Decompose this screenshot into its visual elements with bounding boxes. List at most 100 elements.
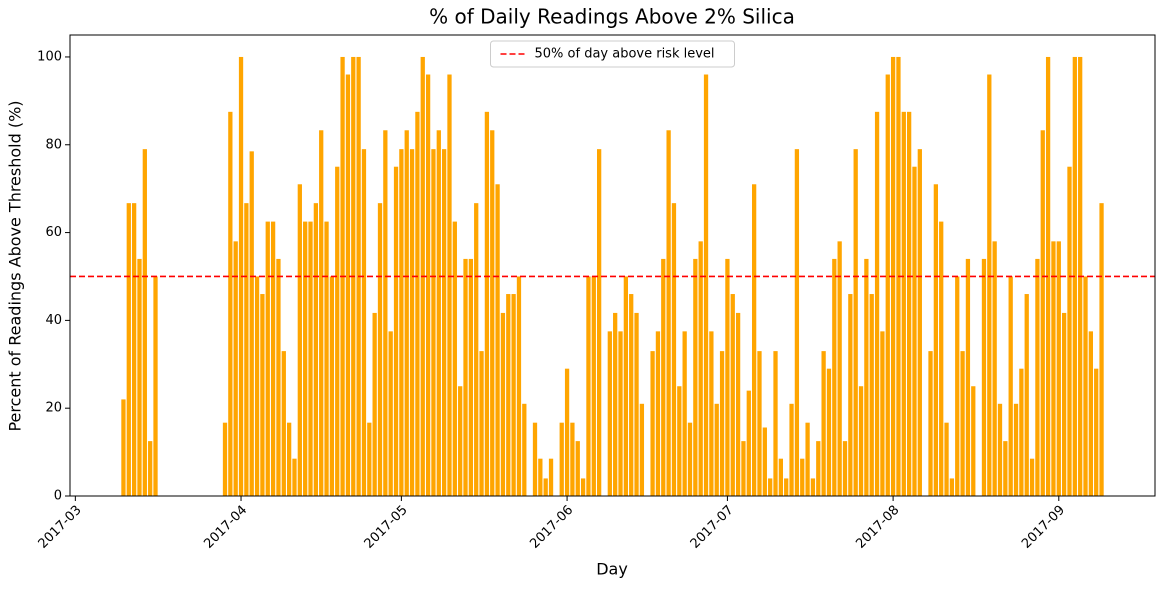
bar	[928, 351, 933, 496]
bar	[538, 458, 543, 496]
bar	[650, 351, 655, 496]
bar	[474, 203, 479, 496]
bar	[762, 427, 767, 496]
bar	[613, 312, 618, 496]
y-tick-label: 40	[45, 313, 62, 328]
bar	[303, 221, 308, 496]
bar	[618, 331, 623, 496]
bar	[425, 74, 431, 496]
bar	[848, 294, 853, 496]
y-tick-label: 100	[37, 49, 62, 64]
bar	[837, 241, 842, 496]
bar	[281, 351, 286, 496]
bar	[778, 458, 783, 496]
bar	[682, 331, 687, 496]
bar	[335, 166, 340, 496]
bar	[944, 422, 949, 496]
bar	[292, 458, 297, 496]
bar	[805, 422, 810, 496]
bar	[543, 478, 548, 496]
bar	[821, 351, 826, 496]
bar	[960, 351, 965, 496]
bar	[1051, 241, 1056, 496]
bar	[1088, 331, 1093, 496]
bar	[249, 151, 254, 496]
bar	[393, 166, 399, 496]
bar	[367, 422, 372, 496]
bar	[1067, 166, 1072, 496]
bar	[404, 130, 409, 497]
bar	[586, 276, 591, 496]
x-tick-label: 2017-04	[201, 503, 250, 552]
x-tick-label: 2017-05	[362, 503, 411, 552]
bar	[687, 422, 693, 496]
bar	[1013, 403, 1019, 496]
bar	[992, 241, 997, 496]
bar	[1029, 458, 1035, 496]
bar	[260, 294, 265, 496]
bar	[661, 258, 666, 496]
y-tick-label: 80	[45, 137, 62, 152]
bar	[308, 221, 313, 496]
x-tick-label: 2017-06	[527, 503, 576, 552]
bar	[570, 422, 575, 496]
bar	[757, 351, 762, 496]
bar	[329, 276, 335, 496]
bar	[1056, 241, 1061, 496]
bar	[955, 276, 960, 496]
bar	[746, 390, 751, 496]
bar	[752, 184, 757, 496]
legend-label: 50% of day above risk level	[535, 47, 715, 62]
chart-title: % of Daily Readings Above 2% Silica	[429, 5, 795, 29]
x-tick-label: 2017-09	[1019, 503, 1068, 552]
bar	[1094, 368, 1099, 496]
bar	[265, 221, 270, 496]
bar	[800, 458, 805, 496]
bar	[132, 203, 137, 496]
bar	[276, 258, 281, 496]
bar	[532, 422, 538, 496]
bar	[137, 258, 142, 496]
bar	[506, 294, 511, 496]
bar	[490, 130, 495, 497]
bar	[714, 403, 719, 496]
bar	[1035, 258, 1040, 496]
bar	[468, 258, 473, 496]
bar	[121, 399, 126, 496]
bar	[703, 74, 709, 496]
bar	[607, 331, 612, 496]
bar	[949, 478, 955, 496]
bar	[287, 422, 292, 496]
bar	[564, 368, 570, 496]
bar	[1062, 312, 1067, 496]
bar	[997, 403, 1003, 496]
y-tick-label: 20	[45, 401, 62, 416]
bar	[789, 403, 794, 496]
bar	[842, 441, 848, 496]
bar	[698, 241, 703, 496]
bar	[463, 258, 468, 496]
bar	[1019, 368, 1024, 496]
bar	[901, 111, 906, 496]
bar	[484, 111, 490, 496]
bar	[372, 312, 377, 496]
bar	[452, 221, 457, 496]
bar	[912, 166, 917, 496]
bar	[228, 111, 233, 496]
bar	[741, 441, 746, 496]
bar	[345, 74, 351, 496]
bar	[981, 258, 987, 496]
bar	[126, 203, 131, 496]
bar	[735, 312, 741, 496]
bar	[832, 258, 837, 496]
bar	[597, 149, 602, 496]
bar	[719, 351, 725, 496]
bar	[693, 258, 698, 496]
bar	[1099, 203, 1104, 496]
bar	[933, 184, 938, 496]
bar	[324, 221, 329, 496]
bar	[1045, 56, 1051, 496]
bar	[377, 203, 383, 496]
bar	[1040, 130, 1045, 497]
